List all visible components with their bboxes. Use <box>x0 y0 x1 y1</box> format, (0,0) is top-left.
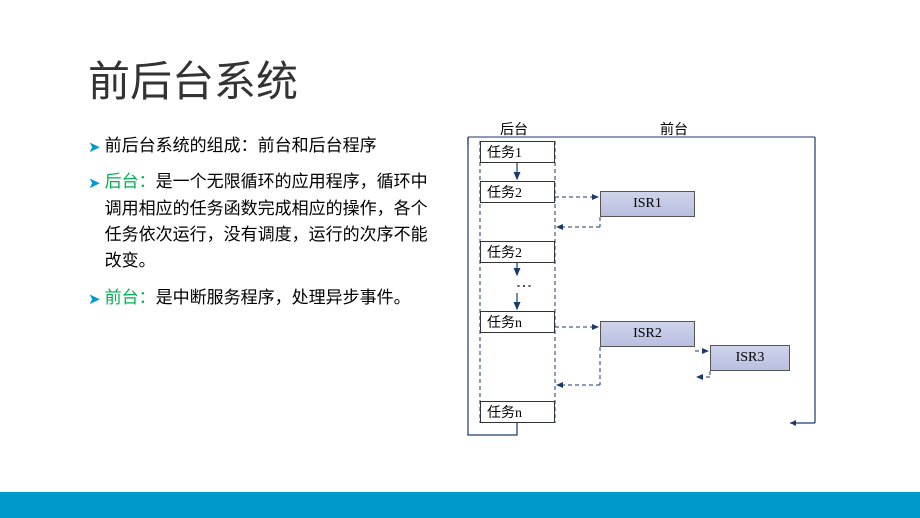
bullet-item: ➤ 前后台系统的组成：前台和后台程序 <box>88 133 428 159</box>
bullet-item: ➤ 后台：是一个无限循环的应用程序，循环中调用相应的任务函数完成相应的操作，各个… <box>88 169 428 274</box>
header-front: 前台 <box>660 119 688 139</box>
header-back: 后台 <box>500 119 528 139</box>
flowchart: 后台 前台 任务1 任务2 任务2 任务n 任务n ISR1 ISR2 ISR3… <box>440 123 840 453</box>
bullet-list: ➤ 前后台系统的组成：前台和后台程序 ➤ 后台：是一个无限循环的应用程序，循环中… <box>88 133 428 453</box>
task-box-n: 任务n <box>480 311 555 333</box>
bullet-arrow-icon: ➤ <box>88 136 101 159</box>
ellipsis-icon: ⋮ <box>514 278 533 296</box>
bullet-arrow-icon: ➤ <box>88 172 101 274</box>
diagram-area: 后台 前台 任务1 任务2 任务2 任务n 任务n ISR1 ISR2 ISR3… <box>440 123 880 453</box>
bullet-text: 前后台系统的组成：前台和后台程序 <box>105 133 377 159</box>
slide-title: 前后台系统 <box>0 0 920 109</box>
bullet-text: 后台：是一个无限循环的应用程序，循环中调用相应的任务函数完成相应的操作，各个任务… <box>105 169 428 274</box>
task-box-1: 任务1 <box>480 141 555 163</box>
task-box-nb: 任务n <box>480 401 555 423</box>
bullet-item: ➤ 前台：是中断服务程序，处理异步事件。 <box>88 285 428 311</box>
isr-box-2: ISR2 <box>600 321 695 347</box>
keyword-foreground: 前台： <box>105 288 156 307</box>
isr-box-1: ISR1 <box>600 191 695 217</box>
task-box-2b: 任务2 <box>480 241 555 263</box>
bullet-text: 前台：是中断服务程序，处理异步事件。 <box>105 285 411 311</box>
keyword-background: 后台： <box>105 172 156 191</box>
footer-bar <box>0 492 920 518</box>
content-area: ➤ 前后台系统的组成：前台和后台程序 ➤ 后台：是一个无限循环的应用程序，循环中… <box>0 109 920 453</box>
task-box-2: 任务2 <box>480 181 555 203</box>
slide: { "title": "前后台系统", "bullets": [ {"pre":… <box>0 0 920 518</box>
isr-box-3: ISR3 <box>710 345 790 371</box>
bullet-arrow-icon: ➤ <box>88 288 101 311</box>
